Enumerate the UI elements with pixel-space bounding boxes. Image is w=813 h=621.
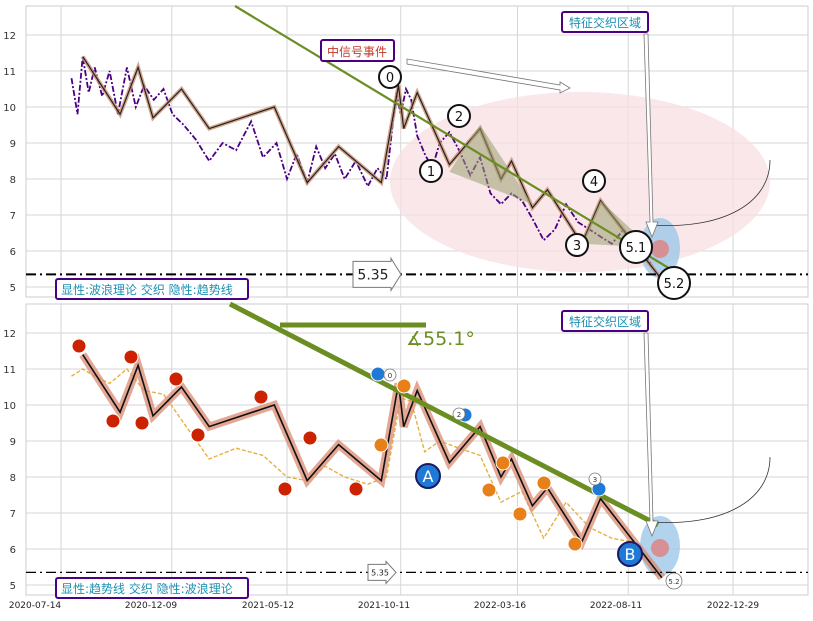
y-tick-label: 5 [10, 581, 16, 592]
y-tick-label: 6 [10, 545, 16, 556]
wave-marker [582, 169, 606, 193]
wave-marker [619, 230, 653, 264]
wave-marker [447, 104, 471, 128]
wave-marker [378, 65, 402, 89]
wave-label: 2 [455, 110, 463, 125]
y-tick-label: 8 [10, 175, 16, 186]
y-tick-label: 9 [10, 139, 16, 150]
wave-point-marker [168, 371, 184, 387]
legend-label: 显性:波浪理论 交织 隐性:趋势线 [61, 282, 233, 297]
wave-fill-triangle [449, 125, 533, 205]
wave-marker [657, 266, 691, 300]
wave-marker [383, 368, 397, 382]
curved-arrow [649, 456, 771, 524]
wave-B-marker [617, 541, 643, 567]
legend-box [55, 278, 249, 300]
wave-point-marker [567, 536, 583, 552]
y-tick-label: 11 [3, 365, 16, 376]
wave-label: 5.1 [626, 241, 647, 256]
y-tick-label: 9 [10, 437, 16, 448]
event-label: 中信号事件 [327, 44, 387, 59]
y-tick-label: 12 [3, 31, 16, 42]
wave-point-marker [481, 482, 497, 498]
y-tick-label: 5 [10, 283, 16, 294]
wave-point-marker [277, 481, 293, 497]
wave-label: 0 [386, 71, 394, 86]
level-label: 5.35 [357, 267, 388, 283]
wave-point-marker [348, 481, 364, 497]
wave-point-marker [373, 437, 389, 453]
y-tick-label: 10 [3, 401, 16, 412]
wave-label: 0 [388, 372, 392, 380]
wave-marker [665, 572, 683, 590]
wave-label: 1 [427, 165, 435, 180]
angle-label: ∡55.1° [406, 328, 475, 350]
level-arrow-box [367, 560, 397, 585]
legend-box [55, 577, 249, 599]
wave-point-marker [190, 427, 206, 443]
wave-marker [588, 472, 602, 486]
feature-zone-box [561, 310, 649, 332]
wave-label: 4 [590, 175, 598, 190]
wave-zigzag-line [82, 354, 663, 579]
wave-point-marker [134, 415, 150, 431]
wave-point-marker [512, 506, 528, 522]
x-tick-label: 2022-03-16 [474, 601, 527, 611]
wave-label: 5.2 [664, 277, 685, 292]
y-tick-label: 8 [10, 473, 16, 484]
y-tick-label: 12 [3, 329, 16, 340]
event-arrow [406, 58, 571, 94]
wave-point-marker [123, 349, 139, 365]
level-label: 5.35 [371, 568, 389, 577]
trend-line [234, 5, 673, 271]
wave-marker [565, 233, 589, 257]
y-tick-label: 6 [10, 247, 16, 258]
x-tick-label: 2022-12-29 [707, 601, 760, 611]
y-tick-label: 10 [3, 103, 16, 114]
wave-point-marker [253, 389, 269, 405]
x-tick-label: 2020-12-09 [125, 601, 178, 611]
blue-wave-marker [370, 366, 386, 382]
wave-point-marker [495, 455, 511, 471]
x-tick-label: 2020-07-14 [9, 601, 62, 611]
feature-zone-arrow [643, 33, 659, 239]
wave-point-marker [302, 430, 318, 446]
wave-label: B [625, 545, 636, 564]
y-tick-label: 7 [10, 211, 16, 222]
curved-arrow [649, 159, 771, 227]
wave-point-marker [536, 475, 552, 491]
x-tick-label: 2021-10-11 [358, 601, 410, 611]
feature-zone-box [561, 11, 649, 33]
feature-zone-label: 特征交织区域 [569, 314, 641, 329]
wave-point-marker [396, 378, 412, 394]
wave-point-marker [105, 413, 121, 429]
wave-marker [419, 159, 443, 183]
red-focus-dot [651, 539, 669, 557]
x-tick-label: 2022-08-11 [590, 601, 642, 611]
wave-A-marker [415, 463, 441, 489]
feature-zone-label: 特征交织区域 [569, 15, 641, 30]
event-box [320, 39, 395, 62]
wave-label: A [423, 467, 434, 486]
wave-point-marker [71, 338, 87, 354]
y-tick-label: 7 [10, 509, 16, 520]
y-tick-label: 11 [3, 67, 16, 78]
trend-line [228, 301, 660, 528]
wave-label: 2 [457, 411, 461, 419]
feature-zone-arrow [643, 332, 659, 538]
wave-label: 3 [573, 239, 581, 254]
wave-label: 5.2 [668, 578, 679, 586]
wave-label: 3 [593, 476, 597, 484]
legend-label: 显性:趋势线 交织 隐性:波浪理论 [61, 581, 233, 596]
x-tick-label: 2021-05-12 [242, 601, 294, 611]
wave-marker [452, 407, 466, 421]
level-arrow-box [352, 256, 402, 293]
red-focus-dot [651, 240, 669, 258]
